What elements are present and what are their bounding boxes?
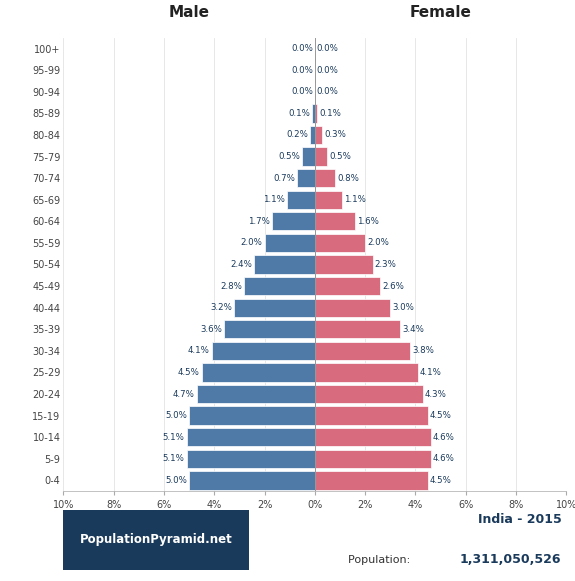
Bar	[302, 148, 315, 166]
Text: 0.8%: 0.8%	[337, 174, 359, 182]
Bar	[189, 471, 315, 490]
Text: 3.0%: 3.0%	[392, 303, 414, 312]
Text: PopulationPyramid.net: PopulationPyramid.net	[80, 533, 233, 546]
Text: 5.1%: 5.1%	[163, 454, 185, 463]
Text: 4.6%: 4.6%	[432, 454, 454, 463]
Text: 0.0%: 0.0%	[317, 66, 339, 74]
Text: 5.0%: 5.0%	[165, 476, 187, 485]
Text: 1.1%: 1.1%	[344, 195, 366, 204]
Bar	[310, 125, 315, 144]
Text: Population:: Population:	[347, 555, 413, 565]
Text: India - 2015: India - 2015	[478, 514, 561, 526]
Bar	[312, 104, 315, 123]
Text: Female: Female	[409, 5, 472, 20]
Text: 0.1%: 0.1%	[289, 109, 310, 118]
Text: 4.1%: 4.1%	[420, 368, 442, 377]
Text: 4.5%: 4.5%	[430, 411, 452, 420]
Bar	[315, 299, 390, 317]
Text: 0.0%: 0.0%	[291, 87, 313, 96]
Bar	[189, 407, 315, 425]
Text: 3.8%: 3.8%	[412, 346, 434, 356]
Bar	[315, 148, 327, 166]
Text: 0.3%: 0.3%	[324, 131, 346, 139]
Text: 4.1%: 4.1%	[188, 346, 210, 356]
Bar	[272, 212, 315, 231]
Bar	[315, 125, 323, 144]
Text: 0.5%: 0.5%	[329, 152, 351, 161]
Text: 0.1%: 0.1%	[319, 109, 341, 118]
Bar	[244, 277, 315, 295]
Text: 0.2%: 0.2%	[286, 131, 308, 139]
Bar	[315, 450, 431, 468]
Bar	[315, 104, 317, 123]
Text: 2.6%: 2.6%	[382, 282, 404, 290]
Bar	[63, 510, 250, 569]
Text: 1,311,050,526: 1,311,050,526	[460, 553, 561, 566]
Bar	[235, 299, 315, 317]
Text: 2.0%: 2.0%	[240, 238, 262, 248]
Bar	[297, 169, 315, 187]
Text: 0.0%: 0.0%	[291, 44, 313, 53]
Text: 4.7%: 4.7%	[172, 389, 194, 399]
Text: 1.1%: 1.1%	[263, 195, 285, 204]
Bar	[315, 169, 335, 187]
Bar	[264, 234, 315, 252]
Text: 1.6%: 1.6%	[357, 217, 379, 226]
Text: 0.0%: 0.0%	[317, 87, 339, 96]
Bar	[315, 212, 355, 231]
Bar	[315, 471, 428, 490]
Text: 4.3%: 4.3%	[425, 389, 447, 399]
Text: 3.4%: 3.4%	[402, 325, 424, 333]
Text: 3.2%: 3.2%	[210, 303, 232, 312]
Text: 5.0%: 5.0%	[165, 411, 187, 420]
Bar	[315, 191, 343, 209]
Bar	[315, 234, 365, 252]
Bar	[212, 342, 315, 360]
Text: 2.8%: 2.8%	[220, 282, 243, 290]
Text: 2.0%: 2.0%	[367, 238, 389, 248]
Text: 2.3%: 2.3%	[375, 260, 397, 269]
Bar	[315, 277, 380, 295]
Bar	[315, 255, 373, 274]
Text: 2.4%: 2.4%	[231, 260, 252, 269]
Text: 0.0%: 0.0%	[317, 44, 339, 53]
Text: 0.0%: 0.0%	[291, 66, 313, 74]
Text: 5.1%: 5.1%	[163, 433, 185, 442]
Text: 3.6%: 3.6%	[200, 325, 222, 333]
Bar	[315, 342, 411, 360]
Bar	[315, 320, 400, 339]
Bar	[254, 255, 315, 274]
Bar	[315, 428, 431, 446]
Bar	[186, 450, 315, 468]
Text: 0.5%: 0.5%	[278, 152, 300, 161]
Text: Male: Male	[168, 5, 209, 20]
Bar	[315, 407, 428, 425]
Bar	[186, 428, 315, 446]
Text: 4.5%: 4.5%	[430, 476, 452, 485]
Bar	[287, 191, 315, 209]
Bar	[315, 385, 423, 403]
Text: 1.7%: 1.7%	[248, 217, 270, 226]
Text: 4.5%: 4.5%	[178, 368, 200, 377]
Bar	[315, 363, 418, 382]
Bar	[224, 320, 315, 339]
Bar	[202, 363, 315, 382]
Text: 0.7%: 0.7%	[273, 174, 295, 182]
Text: 4.6%: 4.6%	[432, 433, 454, 442]
Bar	[197, 385, 315, 403]
